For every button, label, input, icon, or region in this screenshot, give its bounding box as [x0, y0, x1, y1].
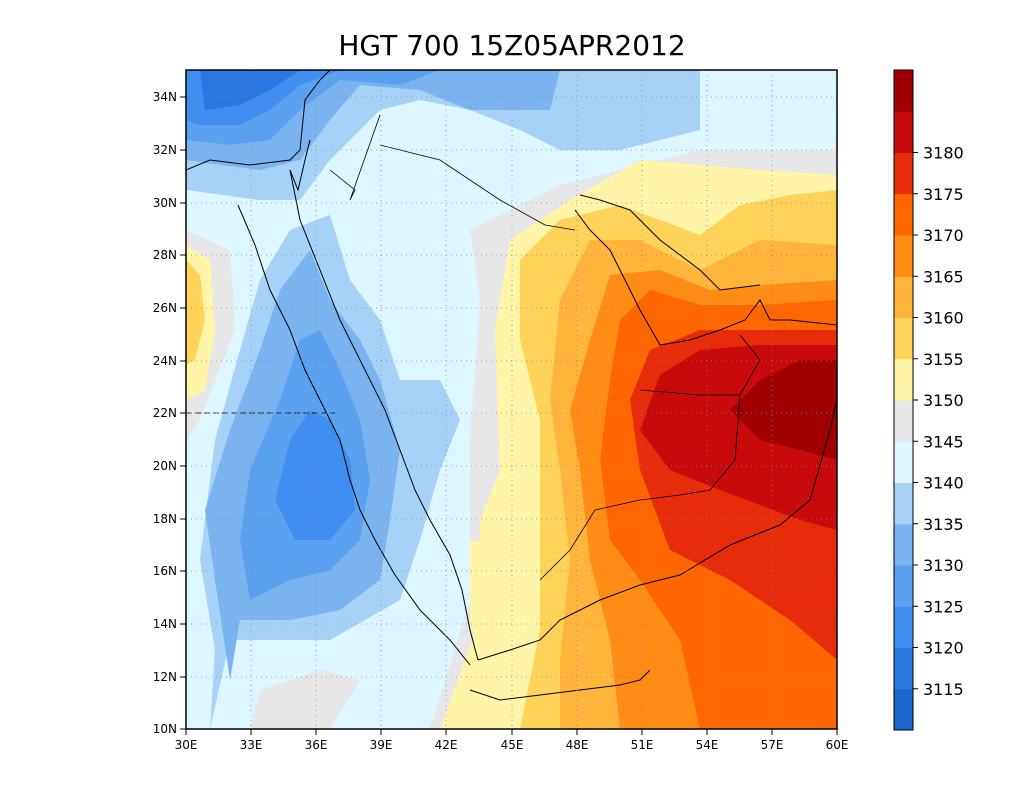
colorbar-swatch [894, 523, 913, 566]
saudi-north-border [379, 144, 576, 231]
lat-label: 18N [153, 512, 177, 526]
colorbar: 3115 3120 3125 3130 3135 3140 3145 3150 3155 3160… [893, 69, 964, 731]
saudi-yemen-border [539, 494, 681, 581]
colorbar-swatch [894, 606, 913, 648]
band-3140-patch [360, 120, 470, 380]
oman-border [639, 389, 741, 496]
colorbar-label: 3130 [923, 556, 964, 575]
persian-gulf-north [579, 194, 761, 291]
colorbar-swatches [894, 70, 913, 731]
colorbar-label: 3145 [923, 432, 964, 451]
med-coast [186, 70, 331, 171]
band-3150-patch [470, 540, 505, 640]
colorbar-swatch [894, 111, 913, 153]
band-3185 [730, 360, 837, 460]
colorbar-swatch [894, 482, 913, 525]
lon-label: 57E [761, 738, 784, 752]
persian-gulf [574, 209, 837, 346]
red-sea-east-coast [289, 169, 479, 661]
red-sea-west-coast [237, 204, 471, 666]
lat-labels: 10N 12N 14N 16N 18N 20N 22N 24N 26N 28N … [153, 90, 177, 736]
colorbar-label: 3170 [923, 226, 964, 245]
lon-label: 48E [566, 738, 589, 752]
band-3155-west [186, 260, 205, 365]
colorbar-swatch [894, 152, 913, 195]
horn-of-africa [469, 669, 651, 701]
coastlines [186, 70, 837, 701]
lat-label: 26N [153, 301, 177, 315]
lon-label: 33E [240, 738, 263, 752]
lat-label: 10N [153, 722, 177, 736]
colorbar-labels: 3115 3120 3125 3130 3135 3140 3145 3150 3155 3160… [913, 144, 964, 699]
lat-label: 24N [153, 354, 177, 368]
grid [186, 70, 837, 729]
colorbar-swatch [894, 70, 913, 112]
jordan-border [329, 114, 381, 201]
colorbar-label: 3155 [923, 350, 964, 369]
colorbar-swatch [894, 235, 913, 277]
colorbar-label: 3150 [923, 391, 964, 410]
colorbar-label: 3165 [923, 267, 964, 286]
colorbar-swatch [894, 647, 913, 690]
colorbar-swatch [894, 358, 913, 401]
lon-label: 54E [696, 738, 719, 752]
contour-field [186, 70, 837, 729]
gulf-of-aden-north [477, 574, 681, 661]
lat-label: 16N [153, 564, 177, 578]
lon-label: 36E [305, 738, 328, 752]
colorbar-label: 3135 [923, 515, 964, 534]
lon-label: 42E [435, 738, 458, 752]
colorbar-label: 3120 [923, 639, 964, 658]
colorbar-swatch [894, 688, 913, 731]
colorbar-label: 3175 [923, 185, 964, 204]
lon-labels: 30E 33E 36E 39E 42E 45E 48E 51E 54E 57E … [175, 738, 849, 752]
lat-label: 28N [153, 248, 177, 262]
lon-label: 45E [501, 738, 524, 752]
lat-label: 34N [153, 90, 177, 104]
band-3125 [275, 410, 355, 540]
colorbar-swatch [894, 565, 913, 607]
colorbar-swatch [894, 193, 913, 236]
lat-label: 12N [153, 670, 177, 684]
band-3145-south [250, 670, 360, 729]
map-title: HGT 700 15Z05APR2012 [338, 29, 685, 62]
colorbar-label: 3180 [923, 144, 964, 163]
lat-label: 14N [153, 617, 177, 631]
colorbar-swatch [894, 400, 913, 442]
colorbar-swatch [894, 276, 913, 318]
band-3120 [200, 70, 300, 110]
colorbar-label: 3125 [923, 597, 964, 616]
lon-label: 60E [826, 738, 849, 752]
sinai [289, 139, 311, 192]
lon-label: 30E [175, 738, 198, 752]
lat-label: 20N [153, 459, 177, 473]
borders [186, 114, 761, 581]
lat-label: 30N [153, 196, 177, 210]
colorbar-swatch [894, 317, 913, 360]
colorbar-swatch [894, 441, 913, 483]
colorbar-label: 3140 [923, 474, 964, 493]
colorbar-label: 3160 [923, 309, 964, 328]
colorbar-frame [893, 69, 914, 731]
colorbar-label: 3115 [923, 680, 964, 699]
lon-label: 39E [370, 738, 393, 752]
lat-label: 32N [153, 143, 177, 157]
arabia-south-coast [679, 399, 837, 576]
lat-label: 22N [153, 406, 177, 420]
lon-label: 51E [631, 738, 654, 752]
axis-ticks [180, 96, 838, 735]
uae-border [739, 334, 761, 396]
